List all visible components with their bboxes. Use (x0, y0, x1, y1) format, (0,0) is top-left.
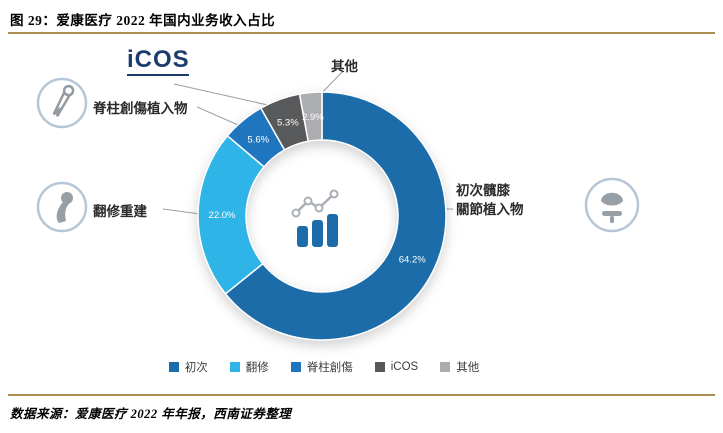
legend-item-5: 其他 (440, 359, 479, 375)
figure-title: 图 29：爱康医疗 2022 年国内业务收入占比 (10, 13, 276, 28)
legend-item-4: iCOS (374, 361, 419, 373)
donut-segment-初次 (224, 91, 447, 341)
primary-callout-line1: 初次髖膝 (456, 183, 510, 198)
icos-logo: iCOS (127, 48, 207, 76)
center-chart-icon (291, 189, 339, 247)
spine-connector-line (196, 106, 246, 129)
legend-item-2: 翻修 (229, 359, 269, 375)
legend-swatch (229, 362, 240, 372)
legend-swatch (168, 362, 179, 372)
other-callout-label: 其他 (331, 59, 358, 74)
data-source-note: 数据来源：爱康医疗 2022 年年报，西南证券整理 (10, 407, 292, 421)
icos-logo-underline (127, 74, 189, 76)
icos-connector-line (173, 83, 282, 109)
legend-label: iCOS (390, 361, 419, 373)
legend-item-3: 脊柱創傷 (290, 359, 353, 375)
donut-segments: 64.2% 22.0% 5.6% 5.3%2.9% (197, 91, 447, 341)
legend-label: 脊柱創傷 (306, 362, 353, 374)
primary-callout-line2: 關節植入物 (456, 202, 524, 217)
legend-label: 翻修 (245, 362, 269, 374)
donut-segment-其他 (298, 91, 323, 143)
revision-callout-label: 翻修重建 (93, 204, 147, 219)
legend-swatch (440, 362, 451, 372)
icos-logo-text: iCOS (127, 46, 190, 73)
spine-callout-label: 脊柱創傷植入物 (93, 101, 188, 116)
hip-implant-icon (56, 192, 73, 223)
segment-value-label: 5.3% (277, 118, 299, 129)
legend-swatch (290, 362, 301, 372)
top-rule (8, 32, 715, 34)
segment-value-label: 2.9% (302, 112, 324, 123)
segment-value-label: 22.0% (209, 210, 236, 221)
chart-legend: 初次 翻修 脊柱創傷 iCOS 其他 (0, 359, 648, 375)
bottom-rule (8, 394, 715, 396)
legend-label: 初次 (184, 362, 208, 374)
legend-item-1: 初次 (168, 359, 208, 375)
segment-value-label: 64.2% (399, 255, 426, 266)
legend-label: 其他 (456, 362, 480, 374)
revision-connector-line (162, 208, 201, 215)
callout-icons (36, 77, 640, 233)
primary-callout-label: 初次髖膝 關節植入物 (456, 181, 524, 219)
spine-icon-circle (36, 77, 88, 129)
segment-value-label: 5.6% (247, 134, 269, 145)
knee-implant-icon (601, 192, 623, 223)
spine-trauma-implant-icon (52, 84, 75, 117)
legend-swatch (374, 362, 385, 372)
